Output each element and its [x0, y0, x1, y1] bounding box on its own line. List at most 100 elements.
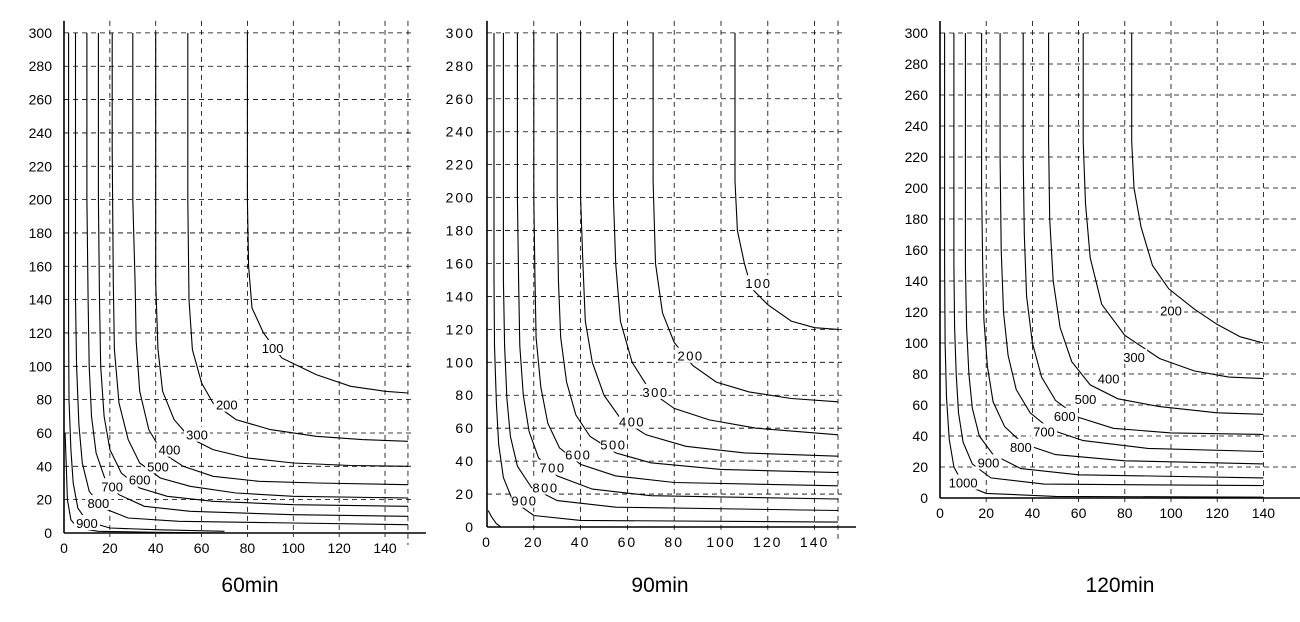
y-tick-label: 40 [455, 453, 475, 469]
contour-label: 700 [539, 461, 565, 476]
y-tick-label: 260 [29, 92, 53, 108]
contour-label-bg [259, 339, 286, 355]
x-tick-label: 40 [148, 540, 164, 556]
x-tick-label: 140 [373, 540, 397, 556]
y-tick-label: 40 [912, 428, 928, 444]
chart-panel-90min: 0204060801001201401601802002202402602803… [446, 20, 856, 550]
x-tick-label: 40 [1025, 505, 1041, 521]
contour-label-bg [183, 426, 210, 442]
contour-label-bg [532, 479, 559, 495]
x-tick-label: 40 [571, 534, 591, 550]
contour-label: 100 [745, 276, 771, 291]
x-tick-label: 0 [482, 534, 492, 550]
y-tick-label: 60 [455, 420, 475, 436]
contour-label: 200 [677, 349, 703, 364]
x-tick-label: 60 [194, 540, 210, 556]
x-tick-label: 100 [1159, 505, 1183, 521]
x-tick-label: 120 [1206, 505, 1230, 521]
contour-label: 400 [619, 415, 645, 430]
x-tick-label: 20 [978, 505, 994, 521]
contour-label-bg [1007, 438, 1034, 454]
y-tick-label: 300 [29, 25, 53, 41]
y-tick-label: 100 [446, 354, 475, 370]
contour-label: 500 [1075, 392, 1097, 407]
y-tick-label: 120 [29, 325, 53, 341]
contour-line-800 [964, 33, 1264, 479]
contour-label-bg [619, 413, 646, 429]
x-tick-label: 80 [664, 534, 684, 550]
y-tick-label: 260 [446, 91, 475, 107]
contour-label-bg [642, 383, 669, 399]
contour-label: 500 [600, 438, 626, 453]
contour-label: 900 [511, 494, 537, 509]
y-tick-label: 80 [36, 392, 52, 408]
contour-line-800 [502, 32, 839, 512]
contour-line-400 [1048, 33, 1264, 415]
contour-label: 600 [565, 448, 591, 463]
y-tick-label: 40 [36, 458, 52, 474]
contour-line-900 [493, 32, 839, 523]
y-tick-label: 180 [29, 225, 53, 241]
contour-line-300 [612, 32, 839, 436]
y-tick-label: 200 [446, 190, 475, 206]
y-tick-label: 180 [446, 223, 475, 239]
chart-panel-60min: 0204060801001201401601802002202402602803… [29, 20, 426, 556]
y-tick-label: 60 [36, 425, 52, 441]
contour-label-bg [1072, 390, 1099, 406]
contour-line-1000 [944, 33, 1264, 498]
contour-line-800 [74, 32, 409, 526]
y-tick-label: 80 [912, 366, 928, 382]
contour-line-600 [533, 32, 839, 487]
contour-label: 400 [1098, 372, 1120, 387]
contour-label-bg [1158, 302, 1184, 318]
contour-line-300 [1082, 33, 1264, 380]
y-tick-label: 160 [29, 258, 53, 274]
x-tick-label: 80 [240, 540, 256, 556]
contour-line-200 [187, 32, 409, 442]
x-tick-label: 100 [706, 534, 735, 550]
contour-label-bg [565, 446, 592, 462]
contour-label: 500 [147, 459, 169, 474]
contour-line-400 [132, 32, 409, 486]
y-tick-label: 280 [29, 58, 53, 74]
y-tick-label: 120 [446, 321, 475, 337]
contour-label: 200 [1160, 303, 1182, 318]
contour-label-bg [85, 494, 112, 510]
contour-label-bg [156, 441, 183, 457]
contour-line-300 [155, 32, 409, 467]
y-tick-label: 280 [905, 56, 929, 72]
contour-label-bg [511, 492, 538, 508]
x-tick-label: 20 [102, 540, 118, 556]
y-tick-label: 120 [905, 304, 929, 320]
y-tick-label: 200 [29, 192, 53, 208]
y-tick-label: 160 [446, 255, 475, 271]
contour-label-bg [1095, 370, 1122, 386]
x-tick-label: 60 [1071, 505, 1087, 521]
contour-label: 900 [76, 516, 98, 531]
contour-label-bg [539, 459, 566, 475]
contour-label: 600 [129, 473, 151, 488]
y-tick-label: 0 [465, 519, 475, 535]
y-tick-label: 240 [905, 118, 929, 134]
x-tick-label: 60 [618, 534, 638, 550]
y-tick-label: 240 [446, 124, 475, 140]
contour-label-bg [1121, 348, 1148, 364]
x-tick-label: 140 [800, 534, 829, 550]
y-tick-label: 220 [446, 157, 475, 173]
x-tick-label: 0 [936, 505, 944, 521]
contour-label-bg [600, 436, 627, 452]
chart-caption-60min: 60min [221, 574, 279, 597]
y-tick-label: 240 [29, 125, 53, 141]
contour-label-bg [1051, 407, 1078, 423]
contour-line-500 [111, 32, 409, 499]
y-tick-label: 20 [455, 486, 475, 502]
y-tick-label: 140 [446, 288, 475, 304]
y-tick-label: 200 [905, 180, 929, 196]
contour-label: 300 [1123, 350, 1145, 365]
x-tick-label: 20 [524, 534, 544, 550]
contour-line-900 [953, 33, 1264, 487]
chart-panel-120min: 0204060801001201401601802002202402602803… [905, 21, 1300, 521]
y-tick-label: 160 [905, 242, 929, 258]
contour-label-bg [126, 471, 153, 487]
